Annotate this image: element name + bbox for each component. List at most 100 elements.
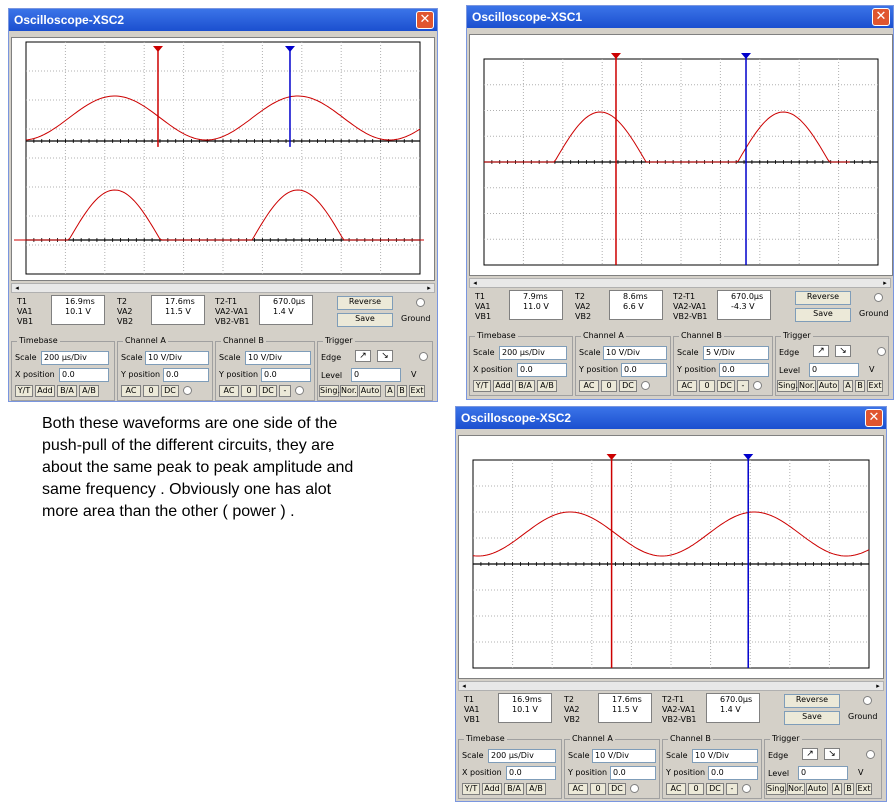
nor-button[interactable]: Nor. [798,380,816,392]
chb-dc-button[interactable]: DC [717,380,735,392]
ground-radio[interactable] [416,298,425,307]
chb-minus-button[interactable]: - [279,385,291,397]
cha-dc-button[interactable]: DC [608,783,626,795]
cha-zero-button[interactable]: 0 [601,380,617,392]
trig-a-button[interactable]: A [832,783,842,795]
x-position-field[interactable]: 0.0 [506,766,556,780]
level-field[interactable]: 0 [351,368,401,382]
ba-button[interactable]: B/A [57,385,77,397]
add-button[interactable]: Add [493,380,513,392]
chb-minus-button[interactable]: - [737,380,749,392]
ground-radio[interactable] [874,293,883,302]
trig-b-button[interactable]: B [855,380,865,392]
close-button[interactable]: ✕ [865,409,883,427]
horizontal-scrollbar[interactable]: ◂ ▸ [458,681,884,691]
timebase-scale-field[interactable]: 200 µs/Div [41,351,109,365]
chb-ypos-field[interactable]: 0.0 [708,766,758,780]
scroll-right-icon[interactable]: ▸ [883,279,887,287]
chb-scale-field[interactable]: 10 V/Div [245,351,311,365]
chb-zero-button[interactable]: 0 [699,380,715,392]
chb-ac-button[interactable]: AC [666,783,686,795]
save-button[interactable]: Save [337,313,393,327]
ba-button[interactable]: B/A [504,783,524,795]
trigger-radio[interactable] [877,347,886,356]
cha-ypos-field[interactable]: 0.0 [610,766,656,780]
rising-edge-icon[interactable]: ↗ [813,345,829,357]
auto-button[interactable]: Auto [817,380,839,392]
cha-ac-button[interactable]: AC [121,385,141,397]
save-button[interactable]: Save [795,308,851,322]
ab-button[interactable]: A/B [537,380,557,392]
close-button[interactable]: ✕ [416,11,434,29]
chb-scale-field[interactable]: 10 V/Div [692,749,758,763]
close-button[interactable]: ✕ [872,8,890,26]
cha-ypos-field[interactable]: 0.0 [621,363,667,377]
cha-scale-field[interactable]: 10 V/Div [603,346,667,360]
auto-button[interactable]: Auto [359,385,381,397]
trig-a-button[interactable]: A [385,385,395,397]
chb-minus-button[interactable]: - [726,783,738,795]
cha-radio[interactable] [183,386,192,395]
ground-radio[interactable] [863,696,872,705]
yt-button[interactable]: Y/T [462,783,480,795]
ba-button[interactable]: B/A [515,380,535,392]
chb-zero-button[interactable]: 0 [688,783,704,795]
cha-scale-field[interactable]: 10 V/Div [145,351,209,365]
ab-button[interactable]: A/B [79,385,99,397]
trigger-radio[interactable] [866,750,875,759]
nor-button[interactable]: Nor. [787,783,805,795]
falling-edge-icon[interactable]: ↘ [824,748,840,760]
x-position-field[interactable]: 0.0 [517,363,567,377]
chb-radio[interactable] [295,386,304,395]
cha-zero-button[interactable]: 0 [143,385,159,397]
chb-radio[interactable] [753,381,762,390]
sing-button[interactable]: Sing. [777,380,798,392]
cha-ac-button[interactable]: AC [579,380,599,392]
cha-ac-button[interactable]: AC [568,783,588,795]
scroll-left-icon[interactable]: ◂ [473,279,477,287]
horizontal-scrollbar[interactable]: ◂ ▸ [11,283,435,293]
x-position-field[interactable]: 0.0 [59,368,109,382]
cha-radio[interactable] [641,381,650,390]
cha-radio[interactable] [630,784,639,793]
chb-zero-button[interactable]: 0 [241,385,257,397]
yt-button[interactable]: Y/T [15,385,33,397]
nor-button[interactable]: Nor. [340,385,358,397]
chb-ac-button[interactable]: AC [219,385,239,397]
ext-button[interactable]: Ext [867,380,883,392]
chb-dc-button[interactable]: DC [706,783,724,795]
rising-edge-icon[interactable]: ↗ [802,748,818,760]
ext-button[interactable]: Ext [856,783,872,795]
cha-zero-button[interactable]: 0 [590,783,606,795]
timebase-scale-field[interactable]: 200 µs/Div [499,346,567,360]
chb-ypos-field[interactable]: 0.0 [719,363,769,377]
auto-button[interactable]: Auto [806,783,828,795]
level-field[interactable]: 0 [798,766,848,780]
trig-b-button[interactable]: B [397,385,407,397]
ext-button[interactable]: Ext [409,385,425,397]
horizontal-scrollbar[interactable]: ◂ ▸ [469,278,891,288]
sing-button[interactable]: Sing. [766,783,787,795]
scroll-right-icon[interactable]: ▸ [427,284,431,292]
scroll-left-icon[interactable]: ◂ [462,682,466,690]
chb-ypos-field[interactable]: 0.0 [261,368,311,382]
scroll-right-icon[interactable]: ▸ [876,682,880,690]
save-button[interactable]: Save [784,711,840,725]
scroll-left-icon[interactable]: ◂ [15,284,19,292]
timebase-scale-field[interactable]: 200 µs/Div [488,749,556,763]
sing-button[interactable]: Sing. [319,385,340,397]
falling-edge-icon[interactable]: ↘ [835,345,851,357]
cha-ypos-field[interactable]: 0.0 [163,368,209,382]
chb-radio[interactable] [742,784,751,793]
ab-button[interactable]: A/B [526,783,546,795]
chb-dc-button[interactable]: DC [259,385,277,397]
trig-a-button[interactable]: A [843,380,853,392]
trig-b-button[interactable]: B [844,783,854,795]
trigger-radio[interactable] [419,352,428,361]
yt-button[interactable]: Y/T [473,380,491,392]
reverse-button[interactable]: Reverse [795,291,851,305]
reverse-button[interactable]: Reverse [784,694,840,708]
cha-scale-field[interactable]: 10 V/Div [592,749,656,763]
add-button[interactable]: Add [35,385,55,397]
rising-edge-icon[interactable]: ↗ [355,350,371,362]
